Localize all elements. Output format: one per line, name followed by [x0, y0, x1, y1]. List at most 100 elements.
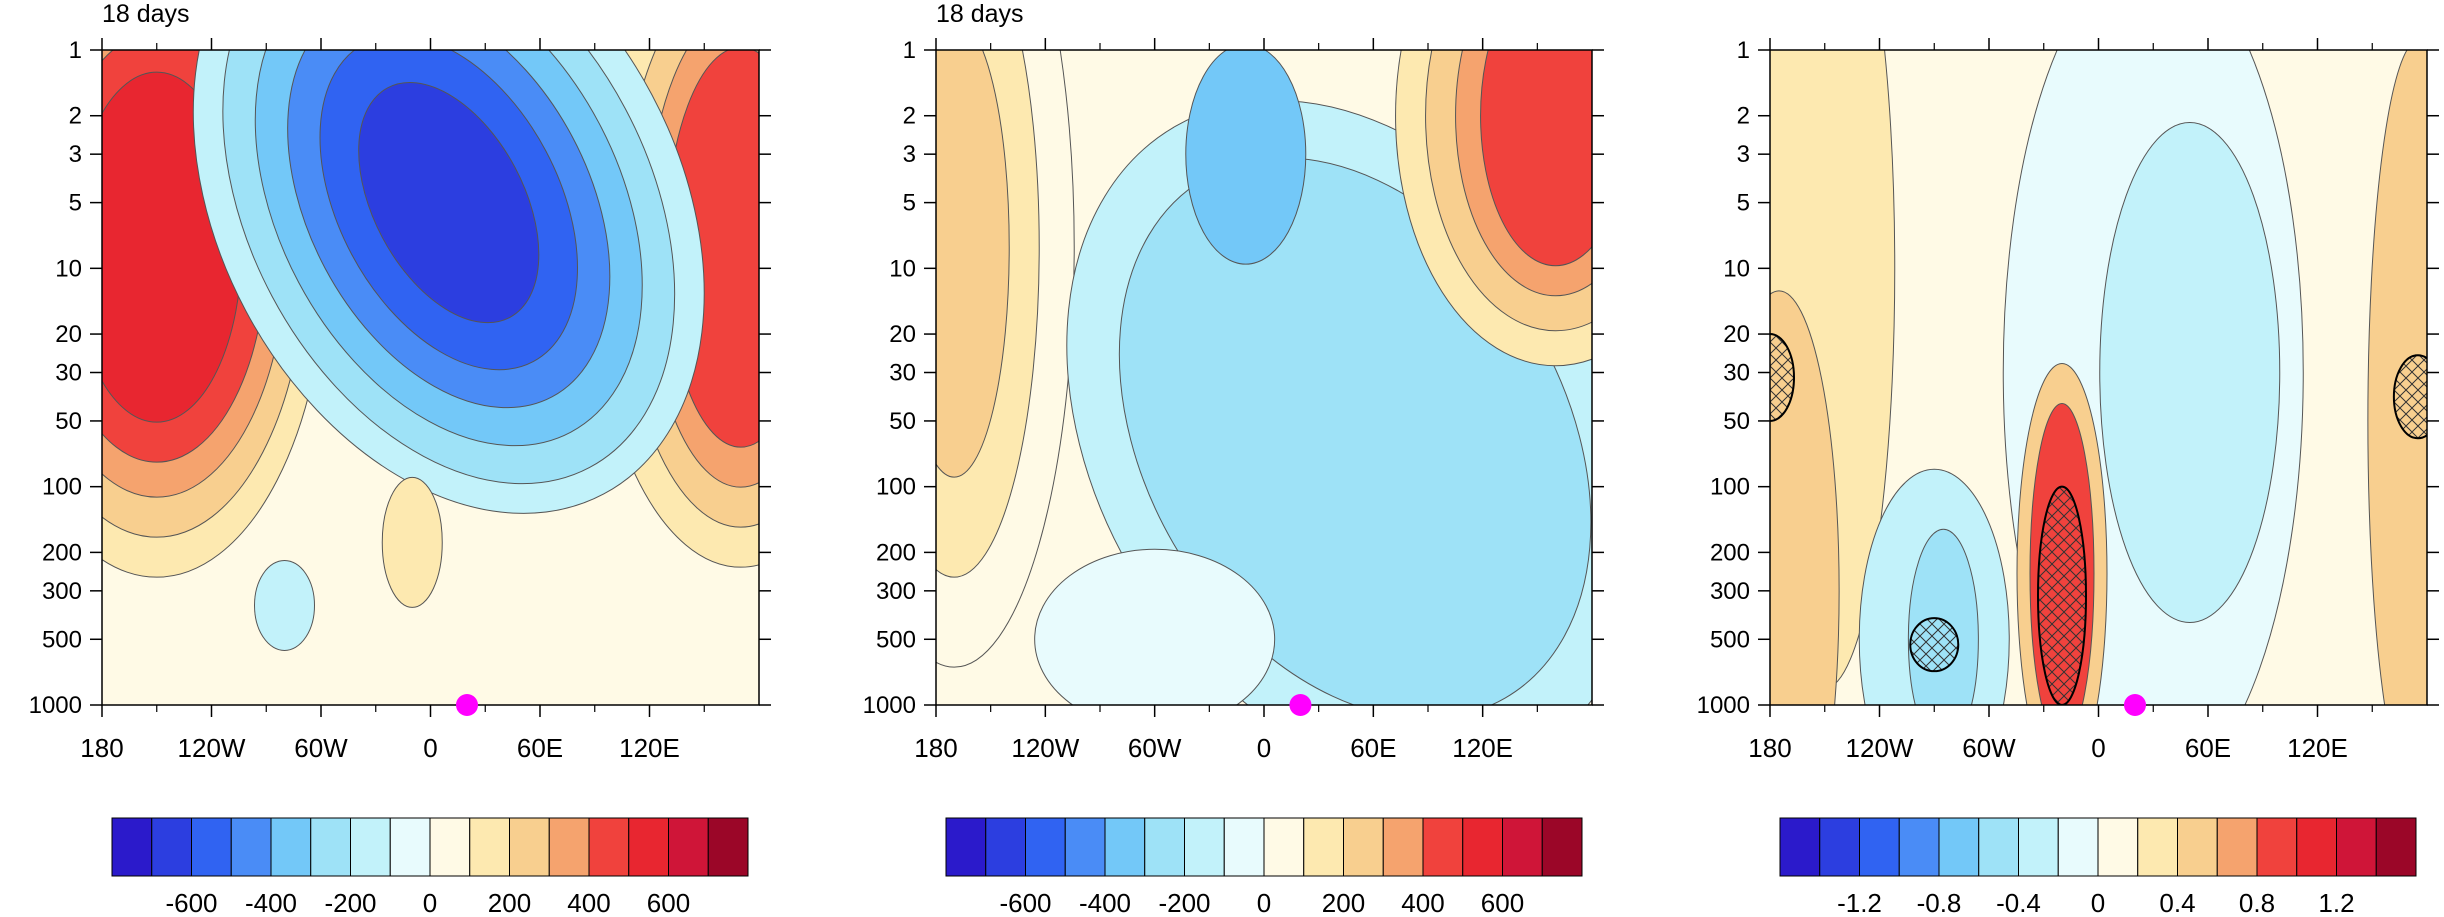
colorbar-swatch — [469, 817, 510, 877]
y-tick-label: 10 — [55, 255, 82, 282]
y-tick-label: 300 — [1710, 578, 1750, 605]
colorbar-swatch — [1104, 817, 1146, 877]
y-tick-label: 200 — [42, 539, 82, 566]
x-tick-label: 60E — [1350, 733, 1396, 763]
x-tick-label: 0 — [1257, 733, 1271, 763]
location-marker — [456, 694, 478, 716]
x-tick-label: 60W — [1962, 733, 2016, 763]
y-tick-label: 50 — [55, 408, 82, 435]
colorbar-label: -400 — [245, 888, 297, 917]
colorbar-swatch — [1223, 817, 1265, 877]
colorbar-swatch — [1025, 817, 1066, 877]
colorbar-swatch — [389, 817, 431, 877]
colorbar-swatch — [1462, 817, 1503, 877]
colorbar-swatch — [588, 817, 630, 877]
colorbar-swatch — [1819, 817, 1860, 877]
colorbar-swatch — [1898, 817, 1940, 877]
y-tick-label: 3 — [69, 141, 82, 168]
contour-fill — [358, 82, 540, 324]
significance-hatch — [2037, 485, 2087, 705]
colorbar-swatch — [2177, 817, 2218, 877]
x-tick-label: 60W — [1128, 733, 1182, 763]
colorbar-swatch — [1422, 817, 1464, 877]
panel-title: 18 days — [102, 0, 190, 28]
colorbar-label: 600 — [647, 888, 690, 917]
y-tick-label: 100 — [42, 474, 82, 501]
contour-fill — [2099, 122, 2281, 624]
y-tick-label: 30 — [1723, 360, 1750, 387]
colorbar-swatch — [1541, 817, 1583, 877]
colorbar-swatch — [230, 817, 272, 877]
colorbar-label: 200 — [488, 888, 531, 917]
y-tick-label: 50 — [889, 408, 916, 435]
y-tick-label: 100 — [876, 474, 916, 501]
location-marker — [1289, 694, 1312, 716]
colorbar-swatch — [2375, 817, 2417, 877]
colorbar-swatch — [350, 817, 391, 877]
colorbar-swatch — [2097, 817, 2139, 877]
significance-hatch — [1770, 333, 1795, 422]
colorbar-swatch — [1502, 817, 1543, 877]
colorbar-swatch — [1779, 817, 1821, 877]
colorbar-swatch — [2137, 817, 2178, 877]
colorbar-swatch — [151, 817, 192, 877]
y-tick-label: 3 — [1737, 141, 1750, 168]
colorbar-swatch — [2018, 817, 2059, 877]
colorbar-label: -200 — [1158, 888, 1210, 917]
colorbar-swatch — [548, 817, 590, 877]
x-tick-label: 120W — [1846, 733, 1914, 763]
y-tick-label: 500 — [1710, 626, 1750, 653]
colorbar-label: 600 — [1481, 888, 1524, 917]
significance-hatch — [2392, 354, 2427, 440]
colorbar-swatch — [191, 817, 232, 877]
colorbar-swatch — [1263, 817, 1305, 877]
y-tick-label: 10 — [1723, 255, 1750, 282]
y-tick-label: 5 — [1737, 190, 1750, 217]
colorbar-label: -0.8 — [1917, 888, 1962, 917]
colorbar-swatch — [111, 817, 153, 877]
x-tick-label: 60E — [517, 733, 563, 763]
y-tick-label: 5 — [69, 190, 82, 217]
colorbar-swatch — [1382, 817, 1424, 877]
contour-fill — [1185, 50, 1307, 265]
x-tick-label: 60W — [294, 733, 348, 763]
contour-fill — [1480, 50, 1592, 267]
y-tick-label: 500 — [42, 626, 82, 653]
y-tick-label: 300 — [42, 578, 82, 605]
y-tick-label: 2 — [1737, 103, 1750, 130]
colorbar-swatch — [2256, 817, 2298, 877]
colorbar-label: 1.2 — [2318, 888, 2354, 917]
location-marker — [2124, 694, 2146, 716]
colorbar-swatch — [2296, 817, 2337, 877]
x-tick-label: 120E — [1452, 733, 1513, 763]
significance-hatch — [1909, 617, 1960, 673]
panel-title: 18 days — [936, 0, 1024, 28]
y-tick-label: 500 — [876, 626, 916, 653]
x-tick-label: 120W — [178, 733, 246, 763]
colorbar-label: 0 — [1257, 888, 1271, 917]
colorbar-swatch — [1343, 817, 1384, 877]
colorbar-swatch — [1938, 817, 1980, 877]
y-tick-label: 30 — [55, 360, 82, 387]
y-tick-label: 1 — [69, 37, 82, 64]
y-tick-label: 2 — [903, 103, 916, 130]
colorbar-label: -0.4 — [1996, 888, 2041, 917]
contour-fill — [381, 476, 443, 608]
y-tick-label: 5 — [903, 190, 916, 217]
x-tick-label: 60E — [2185, 733, 2231, 763]
colorbar-label: 0 — [423, 888, 437, 917]
colorbar-swatch — [707, 817, 749, 877]
panel-3: 1 2 3 5 10 20 30 50 100 200 300 500 1000 180 120W 60W 0… — [1697, 37, 2439, 917]
colorbar-swatch — [1064, 817, 1106, 877]
contour-fill — [936, 50, 1010, 478]
colorbar-label: 400 — [1401, 888, 1444, 917]
panel-1: 1 2 3 5 10 20 30 50 100 200 300 500 1000 180 120W 60W 0… — [29, 0, 771, 917]
panel-2: 1 2 3 5 10 20 30 50 100 200 300 500 1000 180 120W 60W 0… — [863, 0, 1604, 917]
colorbar-label: -200 — [324, 888, 376, 917]
colorbar-label: -400 — [1079, 888, 1131, 917]
y-tick-label: 20 — [1723, 321, 1750, 348]
colorbar-swatch — [2336, 817, 2377, 877]
x-tick-label: 180 — [80, 733, 123, 763]
colorbar-swatch — [668, 817, 709, 877]
colorbar-label: -600 — [165, 888, 217, 917]
